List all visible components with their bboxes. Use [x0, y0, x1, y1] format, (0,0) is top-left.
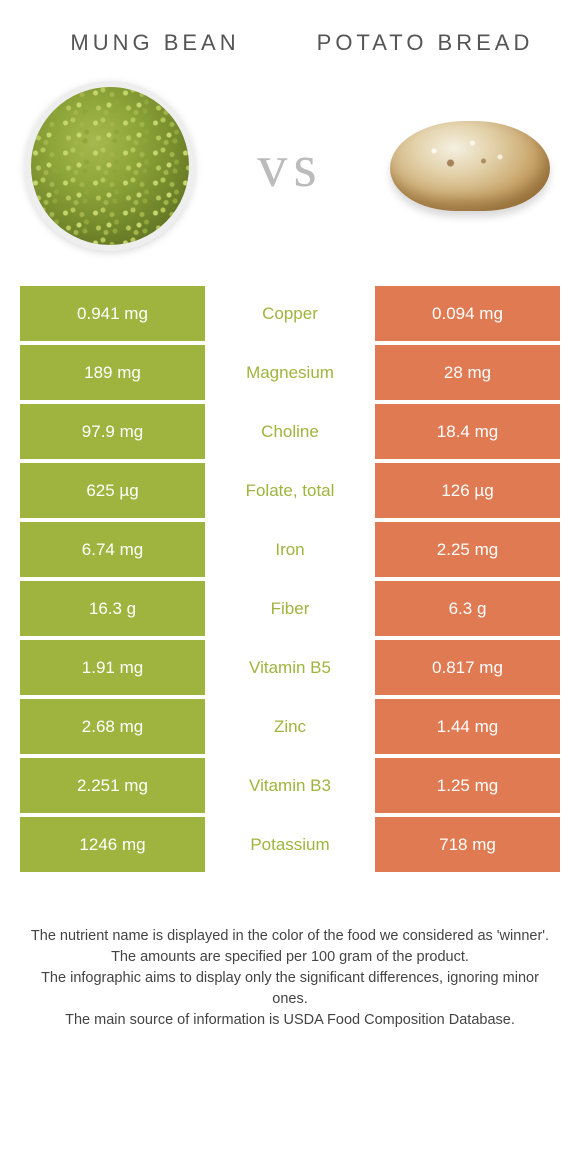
table-row: 2.251 mgVitamin B31.25 mg: [20, 758, 560, 817]
nutrient-name: Potassium: [205, 817, 375, 872]
right-value: 1.44 mg: [375, 699, 560, 754]
right-value: 18.4 mg: [375, 404, 560, 459]
left-value: 1.91 mg: [20, 640, 205, 695]
footer-line: The nutrient name is displayed in the co…: [30, 926, 550, 947]
left-value: 0.941 mg: [20, 286, 205, 341]
right-food-title: Potato bread: [290, 30, 560, 56]
left-value: 2.251 mg: [20, 758, 205, 813]
right-value: 28 mg: [375, 345, 560, 400]
left-value: 97.9 mg: [20, 404, 205, 459]
nutrient-name: Magnesium: [205, 345, 375, 400]
nutrient-table: 0.941 mgCopper0.094 mg189 mgMagnesium28 …: [20, 286, 560, 876]
right-value: 1.25 mg: [375, 758, 560, 813]
nutrient-name: Folate, total: [205, 463, 375, 518]
right-value: 126 µg: [375, 463, 560, 518]
left-value: 189 mg: [20, 345, 205, 400]
mung-bean-icon: [25, 81, 195, 251]
nutrient-name: Iron: [205, 522, 375, 577]
potato-bread-icon: [385, 111, 555, 221]
nutrient-name: Vitamin B3: [205, 758, 375, 813]
table-row: 16.3 gFiber6.3 g: [20, 581, 560, 640]
footer-line: The infographic aims to display only the…: [30, 968, 550, 1010]
table-row: 6.74 mgIron2.25 mg: [20, 522, 560, 581]
nutrient-name: Copper: [205, 286, 375, 341]
left-food-image: [20, 76, 200, 256]
left-value: 1246 mg: [20, 817, 205, 872]
table-row: 1.91 mgVitamin B50.817 mg: [20, 640, 560, 699]
left-value: 16.3 g: [20, 581, 205, 636]
table-row: 1246 mgPotassium718 mg: [20, 817, 560, 876]
nutrient-name: Choline: [205, 404, 375, 459]
table-row: 189 mgMagnesium28 mg: [20, 345, 560, 404]
table-row: 625 µgFolate, total126 µg: [20, 463, 560, 522]
footer-notes: The nutrient name is displayed in the co…: [0, 876, 580, 1031]
right-value: 2.25 mg: [375, 522, 560, 577]
vs-row: vs: [0, 66, 580, 286]
left-value: 625 µg: [20, 463, 205, 518]
right-value: 6.3 g: [375, 581, 560, 636]
table-row: 0.941 mgCopper0.094 mg: [20, 286, 560, 345]
footer-line: The main source of information is USDA F…: [30, 1010, 550, 1031]
left-value: 2.68 mg: [20, 699, 205, 754]
left-value: 6.74 mg: [20, 522, 205, 577]
right-value: 0.817 mg: [375, 640, 560, 695]
header: Mung bean Potato bread: [0, 0, 580, 66]
right-value: 718 mg: [375, 817, 560, 872]
vs-label: vs: [257, 132, 322, 201]
right-food-image: [380, 76, 560, 256]
table-row: 97.9 mgCholine18.4 mg: [20, 404, 560, 463]
nutrient-name: Zinc: [205, 699, 375, 754]
nutrient-name: Vitamin B5: [205, 640, 375, 695]
footer-line: The amounts are specified per 100 gram o…: [30, 947, 550, 968]
nutrient-name: Fiber: [205, 581, 375, 636]
left-food-title: Mung bean: [20, 30, 290, 56]
table-row: 2.68 mgZinc1.44 mg: [20, 699, 560, 758]
right-value: 0.094 mg: [375, 286, 560, 341]
